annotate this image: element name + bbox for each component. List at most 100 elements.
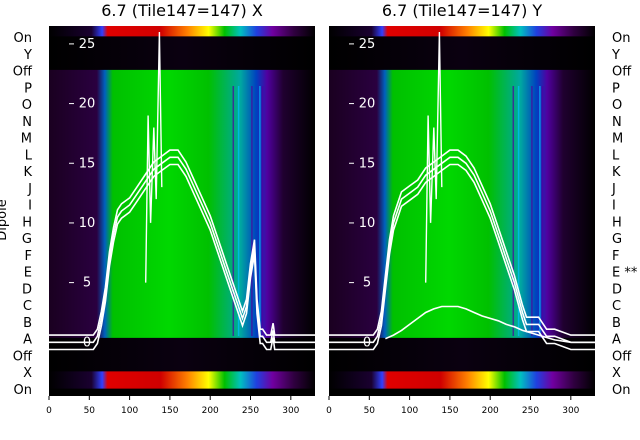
row-label-left: F [25, 249, 32, 264]
row-label-left: K [23, 165, 32, 180]
row-label-right: N [612, 115, 622, 130]
heatmap-row-3 [49, 69, 315, 88]
row-label-right: Y [611, 48, 620, 63]
row-label-left: X [23, 366, 32, 381]
panel-x-traces [49, 31, 315, 351]
heatmap-row-4 [329, 86, 595, 104]
row-label-right: B [612, 316, 621, 331]
trace-series-0-0 [49, 156, 315, 344]
x-tick-label: 100 [121, 406, 138, 416]
panel-x-title: 6.7 (Tile147=147) X [101, 1, 263, 20]
row-label-right: K [612, 165, 621, 180]
x-tick-label: 150 [441, 406, 458, 416]
x-tick-label: 300 [282, 406, 299, 416]
heatmap-streak [237, 86, 240, 336]
trace-spike [145, 31, 163, 283]
x-tick-label: 50 [84, 406, 96, 416]
row-label-right: Off [612, 349, 632, 364]
heatmap-row-17 [49, 304, 315, 322]
row-label-right: X [612, 366, 621, 381]
row-label-left: J [27, 182, 32, 197]
heatmap-row-20 [49, 354, 315, 372]
heatmap-row-5 [49, 103, 315, 121]
heatmap-row-9 [329, 170, 595, 188]
row-label-right: I [612, 199, 616, 214]
y-tick-label: 15 [79, 156, 96, 171]
row-label-left: N [22, 115, 32, 130]
row-label-left: C [23, 299, 32, 314]
trace-series-0-2 [329, 163, 595, 351]
row-label-right: On [612, 383, 630, 398]
heatmap-row-18 [49, 321, 315, 339]
row-label-right: H [612, 215, 622, 230]
heatmap-row-19 [49, 337, 315, 356]
heatmap-row-9 [49, 170, 315, 188]
panel-x-x-ticks: 0 50 100 150 200 250 300 [46, 396, 300, 416]
row-label-left: L [25, 148, 33, 163]
row-label-left: E [24, 266, 32, 281]
x-tick-label: 250 [242, 406, 259, 416]
trace-series-0-1 [329, 149, 595, 336]
row-label-left: I [28, 199, 32, 214]
row-label-right: L [612, 148, 620, 163]
y-tick-label: 25 [79, 37, 96, 52]
heatmap-row-14 [329, 254, 595, 272]
panel-y-title: 6.7 (Tile147=147) Y [382, 1, 543, 20]
row-label-left: G [22, 232, 32, 247]
row-label-right: G [612, 232, 622, 247]
x-tick-label: 150 [161, 406, 178, 416]
row-label-left: Off [13, 349, 33, 364]
heatmap-row-6 [49, 120, 315, 138]
panel-x: 6.7 (Tile147=147) X 0 5 10 15 20 25 0 50 100 150… [46, 1, 315, 416]
heatmap-row-6 [329, 120, 595, 138]
panel-y: 6.7 (Tile147=147) Y 0 5 10 15 20 25 0 50 100 150… [326, 1, 595, 416]
row-label-right: C [612, 299, 621, 314]
heatmap-row-21 [49, 371, 315, 389]
heatmap-row-14 [49, 254, 315, 272]
y-tick-label: 15 [359, 156, 376, 171]
trace-series-0-1 [49, 149, 315, 336]
x-tick-label: 0 [46, 406, 52, 416]
row-label-left: B [23, 316, 32, 331]
row-label-right: F [612, 249, 619, 264]
row-label-left: On [14, 31, 32, 46]
row-label-right: P [612, 81, 620, 96]
heatmap-streak [517, 86, 520, 336]
heatmap-row-7 [49, 136, 315, 155]
row-label-left: On [14, 383, 32, 398]
heatmap-row-5 [329, 103, 595, 121]
panel-y-traces [329, 31, 595, 351]
heatmap-streak [512, 86, 515, 336]
row-label-left: Y [23, 48, 32, 63]
trace-spike [425, 31, 443, 283]
heatmap-row-2 [329, 53, 595, 71]
x-tick-label: 100 [401, 406, 418, 416]
heatmap-row-3 [329, 69, 595, 88]
x-tick-label: 50 [364, 406, 376, 416]
y-tick-label: 20 [359, 97, 376, 112]
heatmap-row-21 [329, 371, 595, 389]
heatmap-streak [232, 86, 235, 336]
heatmap-row-13 [49, 237, 315, 255]
row-label-left: H [22, 215, 32, 230]
row-label-left: Off [13, 65, 33, 80]
row-label-left: M [21, 132, 32, 147]
y-tick-label: 5 [363, 276, 371, 291]
heatmap-streak [531, 86, 533, 336]
heatmap-row-7 [329, 136, 595, 155]
x-tick-label: 300 [562, 406, 579, 416]
row-label-right: Off [612, 65, 632, 80]
heatmap-streak [539, 86, 541, 336]
heatmap-row-10 [329, 187, 595, 205]
heatmap-streak [251, 86, 253, 336]
y-axis-label: Dipole [0, 199, 10, 240]
heatmap-row-1 [329, 36, 595, 54]
row-label-right: J [611, 182, 616, 197]
trace-extra-0 [385, 305, 595, 344]
heatmap-row-16 [329, 287, 595, 305]
row-label-left: D [22, 282, 32, 297]
row-label-left: O [22, 98, 32, 113]
trace-series-0-2 [49, 163, 315, 351]
row-label-left: P [24, 81, 32, 96]
